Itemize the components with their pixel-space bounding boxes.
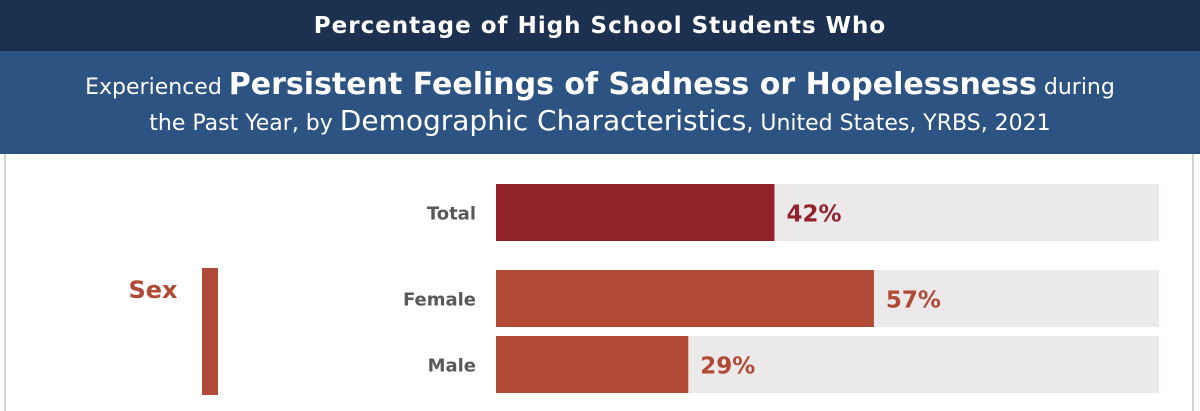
title-line-2: Experienced Persistent Feelings of Sadne…: [85, 67, 1115, 104]
header-top-banner: Percentage of High School Students Who: [0, 0, 1200, 51]
bar-female: [496, 270, 874, 327]
value-label-male: 29%: [700, 354, 755, 380]
title-line-1: Percentage of High School Students Who: [313, 12, 887, 39]
title-line-2-post: during: [1036, 75, 1115, 101]
row-label-female: Female: [403, 290, 476, 311]
bar-male: [496, 336, 689, 393]
chart-frame: Total 42% Female 57% Male 29% Sex: [4, 154, 1194, 411]
title-line-2-bold: Persistent Feelings of Sadness or Hopele…: [228, 67, 1037, 103]
header-main-banner: Experienced Persistent Feelings of Sadne…: [0, 51, 1200, 154]
title-line-3-big: Demographic Characteristics: [339, 103, 747, 137]
bar-total: [496, 184, 775, 241]
bar-chart: Total 42% Female 57% Male 29% Sex: [128, 184, 1159, 395]
title-line-3-pre: the Past Year, by: [149, 110, 340, 136]
group-bracket-sex: [202, 268, 218, 395]
title-line-3-post: , United States, YRBS, 2021: [746, 110, 1051, 136]
title-line-2-pre: Experienced: [85, 75, 229, 101]
group-label-sex: Sex: [128, 276, 178, 304]
value-label-female: 57%: [886, 288, 941, 314]
row-label-male: Male: [428, 356, 476, 377]
row-label-total: Total: [427, 204, 476, 225]
value-label-total: 42%: [786, 202, 841, 228]
title-line-3: the Past Year, by Demographic Characteri…: [149, 104, 1050, 138]
